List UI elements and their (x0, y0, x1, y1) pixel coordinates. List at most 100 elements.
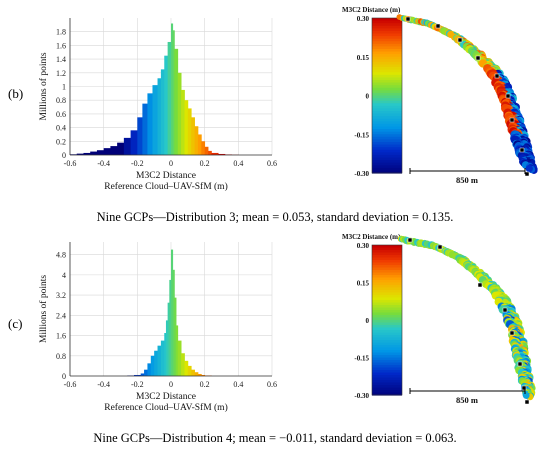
colorbar-segment (372, 54, 402, 58)
colorbar-segment (372, 165, 402, 169)
colorbar-segment (372, 305, 402, 309)
colorbar-segment (372, 320, 402, 324)
map-point (525, 164, 533, 173)
distance-map: M3C2 Distance (m)0.30 0.15 0 -0.15 -0.30 850 … (342, 233, 536, 405)
gcp-marker (517, 361, 523, 367)
histogram-chart: -0.6 -0.4 -0.2 0 0.2 0.4 0.6 0 0.2 0.4 0.6 0.8 1 1.2 1… (38, 18, 277, 192)
map-point (522, 391, 530, 399)
histogram-bar (194, 126, 199, 155)
y-tick-label: 2.4 (56, 311, 66, 320)
colorbar-frame (371, 17, 403, 174)
colorbar-segment (372, 87, 402, 91)
gcp-marker (435, 23, 441, 29)
colorbar-segment (372, 265, 402, 269)
histogram-bar (90, 151, 98, 155)
colorbar-tick-label: 0.30 (357, 242, 370, 250)
x-axis-label: Reference Cloud–UAV-SfM (m) (104, 181, 227, 192)
colorbar-segment (372, 247, 402, 251)
gcp-marker (524, 171, 530, 177)
x-tick-label: 0.4 (233, 380, 243, 389)
gcp-marker (505, 93, 511, 99)
colorbar-segment (372, 367, 402, 371)
colorbar-segment (372, 144, 402, 148)
colorbar-segment (372, 38, 402, 42)
y-tick-label: 1 (62, 83, 66, 92)
colorbar-segment (372, 74, 402, 79)
colorbar-segment (372, 80, 402, 84)
colorbar-segment (372, 337, 402, 341)
histogram-bar (174, 297, 177, 376)
colorbar-segment (372, 282, 402, 286)
colorbar-segment (372, 20, 402, 24)
colorbar-segment (372, 82, 402, 86)
gcp-marker (509, 330, 515, 336)
histogram-bar (157, 345, 162, 376)
histogram-bar (96, 150, 105, 155)
colorbar-segment (372, 98, 402, 102)
colorbar-segment (372, 123, 402, 128)
histogram-bar (187, 365, 192, 376)
panel-label: (b) (8, 86, 24, 101)
histogram-bar (140, 373, 145, 376)
x-tick-label: 0.6 (267, 159, 277, 168)
histogram-bar (160, 69, 165, 155)
colorbar-segment (372, 272, 402, 276)
colorbar-segment (372, 61, 402, 66)
histogram-bar (204, 146, 209, 155)
y-tick-label: 4.8 (56, 251, 66, 260)
x-axis-label: Reference Cloud–UAV-SfM (m) (104, 402, 227, 413)
colorbar-segment (372, 36, 402, 40)
colorbar-segment (372, 95, 402, 99)
colorbar-segment (372, 300, 402, 304)
x-tick-label: -0.4 (97, 380, 110, 389)
x-axis-label: M3C2 Distance (136, 171, 196, 181)
x-tick-label: 0.4 (233, 159, 243, 168)
colorbar-segment (372, 257, 402, 261)
colorbar-segment (372, 372, 402, 376)
colorbar-segment (372, 72, 402, 76)
x-tick-label: -0.6 (64, 159, 77, 168)
histogram-bar (164, 333, 167, 376)
y-tick-label: 0.8 (56, 352, 66, 361)
x-axis-label: M3C2 Distance (136, 392, 196, 402)
colorbar-segment (372, 302, 402, 306)
colorbar-segment (372, 252, 402, 256)
histogram-bar (147, 93, 153, 155)
figure-panel-c: (c) -0.6 -0.4 -0.2 0 0.2 0.4 0.6 0 0.8 1.6 2.4 3.2 4… (0, 230, 550, 450)
colorbar-segment (372, 77, 402, 81)
colorbar-segment (372, 118, 402, 122)
histogram-bar (157, 78, 162, 155)
histogram-bar (172, 269, 175, 376)
colorbar-segment (372, 345, 402, 349)
colorbar-segment (372, 167, 402, 172)
gcp-marker (477, 282, 483, 288)
gcp-marker (475, 55, 481, 61)
colorbar-tick-label: 0.15 (357, 280, 370, 288)
colorbar-tick-label: -0.30 (354, 170, 369, 178)
colorbar-segment (372, 275, 402, 279)
colorbar-segment (372, 347, 402, 351)
colorbar-segment (372, 325, 402, 329)
gcp-marker (524, 399, 530, 405)
colorbar-segment (372, 30, 402, 35)
gcp-marker (407, 237, 413, 243)
colorbar-segment (372, 134, 402, 138)
colorbar-segment (372, 375, 402, 379)
x-tick-label: 0.2 (200, 380, 210, 389)
colorbar-segment (372, 262, 402, 266)
colorbar-segment (372, 290, 402, 294)
gcp-marker (437, 244, 443, 250)
colorbar-segment (372, 332, 402, 336)
colorbar-title: M3C2 Distance (m) (342, 6, 401, 14)
histogram-bar (83, 152, 91, 155)
scale-label: 850 m (456, 395, 478, 405)
histogram-bar (137, 117, 143, 155)
colorbar-segment (372, 312, 402, 316)
y-tick-label: 1.6 (56, 332, 66, 341)
colorbar-title: M3C2 Distance (m) (342, 233, 401, 241)
colorbar-segment (372, 382, 402, 386)
histogram-bar (169, 279, 172, 376)
colorbar-segment (372, 111, 402, 115)
colorbar-segment (372, 154, 402, 159)
histogram-bar (201, 141, 206, 155)
